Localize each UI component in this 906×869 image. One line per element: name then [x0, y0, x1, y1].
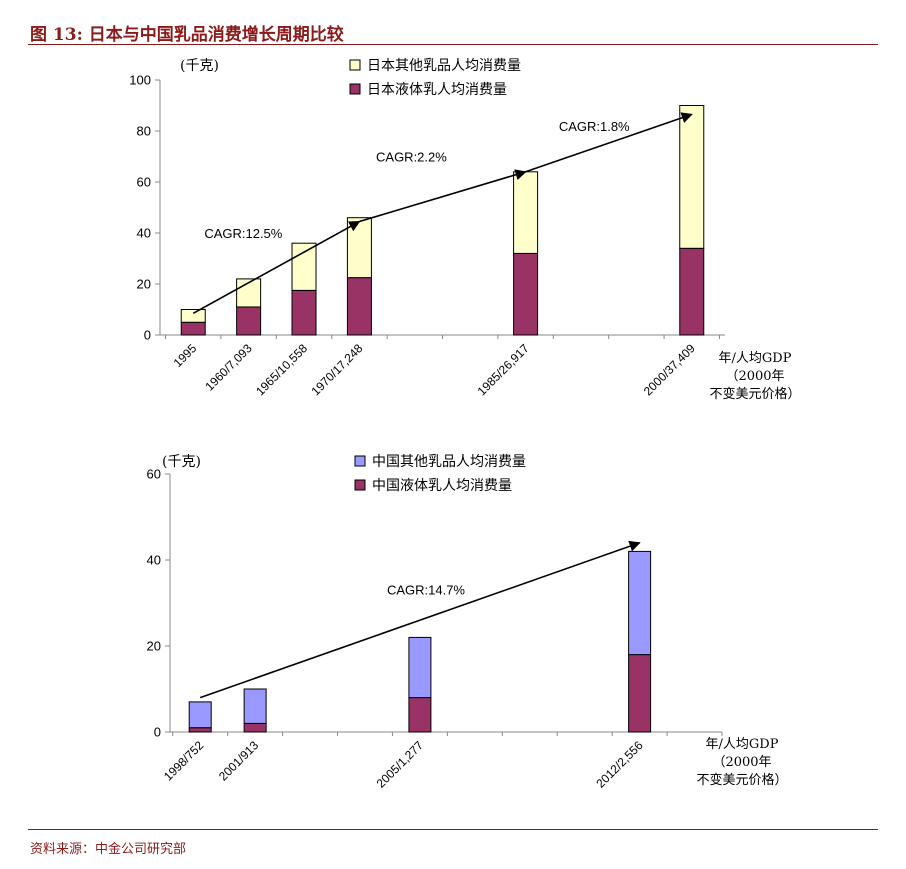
china-unit-label: (千克)	[162, 454, 201, 470]
china-legend-swatch	[354, 455, 366, 467]
japan-category-label: 1985/26,917	[475, 341, 532, 398]
japan-legend-swatch	[349, 59, 361, 71]
china-bar-other	[243, 688, 267, 724]
japan-bar-other	[180, 309, 206, 323]
figure-header: 图 13: 日本与中国乳品消费增长周期比较	[28, 14, 878, 45]
japan-y-tick-label: 80	[137, 124, 151, 139]
japan-cagr-label: CAGR:12.5%	[204, 226, 282, 241]
china-category-label: 1998/752	[161, 738, 207, 784]
japan-y-tick-label: 60	[137, 175, 151, 190]
china-legend-label: 中国液体乳人均消费量	[372, 478, 512, 494]
china-y-tick-label: 20	[147, 639, 161, 654]
japan-legend-label: 日本液体乳人均消费量	[367, 82, 507, 98]
japan-bar-other	[679, 105, 705, 249]
japan-unit-label: (千克)	[180, 58, 219, 74]
japan-bar-liquid	[346, 277, 372, 336]
japan-category-label: 1970/17,248	[308, 341, 365, 398]
japan-cagr-arrow	[192, 220, 361, 315]
japan-bar-liquid	[180, 321, 206, 336]
japan-x-axis-label: （2000年	[725, 369, 784, 384]
china-y-tick-label: 0	[154, 725, 161, 740]
japan-category-label: 1995	[171, 341, 200, 370]
china-category-label: 2012/2,556	[593, 738, 646, 791]
japan-bar-other	[513, 171, 539, 254]
japan-y-tick-label: 20	[137, 277, 151, 292]
china-dairy-chart: 0 20 40 60(千克) 1998/752 2001/913 2005/1,277 201…	[147, 454, 788, 791]
japan-y-tick-label: 100	[129, 73, 151, 88]
figure-title: 图 13: 日本与中国乳品消费增长周期比较	[30, 25, 344, 45]
japan-bar-liquid	[236, 306, 262, 336]
japan-cagr-arrow	[525, 112, 693, 173]
china-cagr-arrow	[199, 540, 641, 699]
china-bar-liquid	[188, 727, 212, 733]
japan-bar-liquid	[679, 247, 705, 336]
china-y-tick-label: 40	[147, 553, 161, 568]
japan-y-tick-label: 0	[144, 328, 151, 343]
japan-category-label: 1960/7,093	[202, 341, 255, 394]
japan-y-tick-label: 40	[137, 226, 151, 241]
china-legend-swatch	[354, 479, 366, 491]
japan-x-axis-label: 不变美元价格）	[709, 386, 800, 402]
china-bar-other	[188, 701, 212, 729]
figure-footer-rule	[28, 829, 878, 830]
japan-cagr-label: CAGR:1.8%	[559, 119, 630, 134]
source-note: 资料来源：中金公司研究部	[30, 842, 187, 857]
japan-category-label: 1965/10,558	[253, 341, 310, 398]
japan-legend-label: 日本其他乳品人均消费量	[367, 58, 521, 74]
japan-dairy-chart: 0 20 40 60 80 100 (千克) 1995 1960/7,0931965/10,55…	[129, 58, 800, 402]
japan-category-label: 2000/37,409	[641, 341, 698, 398]
china-category-label: 2005/1,277	[374, 738, 427, 791]
china-bar-liquid	[243, 722, 267, 733]
china-bar-other	[408, 636, 432, 699]
china-x-axis-label: 年/人均GDP	[706, 737, 779, 752]
china-x-axis-label: （2000年	[712, 755, 771, 770]
japan-legend-swatch	[349, 83, 361, 95]
japan-cagr-label: CAGR:2.2%	[376, 150, 447, 165]
japan-bar-other	[291, 242, 317, 291]
china-cagr-label: CAGR:14.7%	[387, 582, 465, 597]
china-x-axis-label: 不变美元价格）	[696, 772, 787, 788]
china-bar-liquid	[628, 654, 652, 733]
japan-bar-liquid	[291, 289, 317, 336]
japan-x-axis-label: 年/人均GDP	[719, 351, 792, 366]
china-category-label: 2001/913	[216, 738, 262, 784]
china-bar-other	[628, 550, 652, 656]
china-y-tick-label: 60	[147, 467, 161, 482]
japan-bar-liquid	[513, 252, 539, 336]
china-bar-liquid	[408, 697, 432, 733]
china-legend-label: 中国其他乳品人均消费量	[372, 454, 526, 470]
japan-cagr-arrow	[359, 169, 527, 223]
